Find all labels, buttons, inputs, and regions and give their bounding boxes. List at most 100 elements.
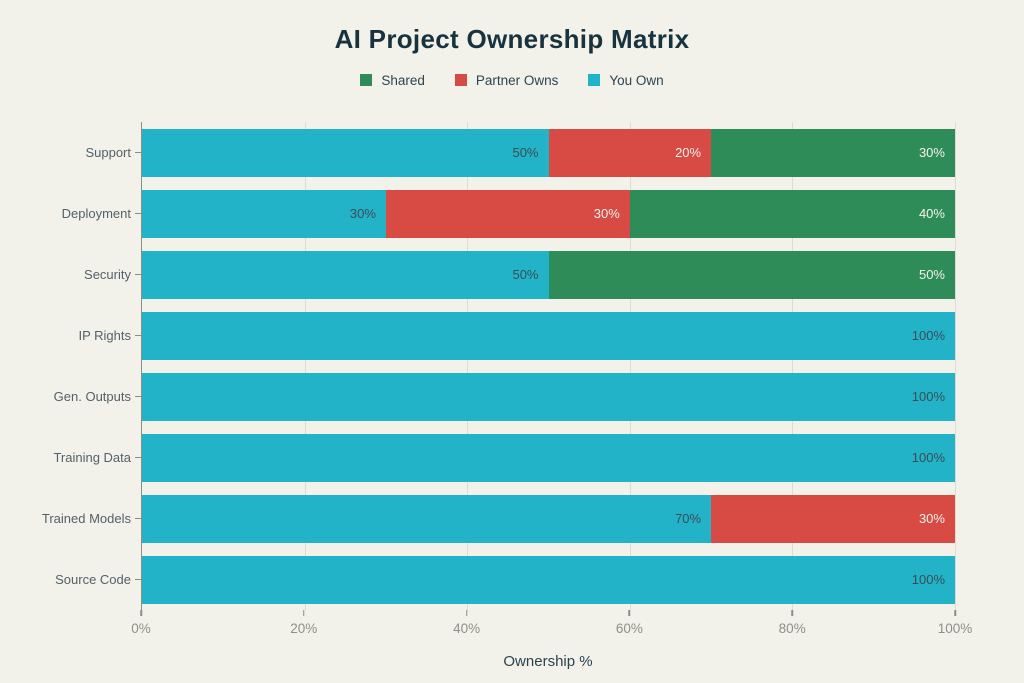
bar-value-label: 50% <box>918 267 945 282</box>
chart-title: AI Project Ownership Matrix <box>334 24 690 54</box>
stacked-bar-deployment: 30% 30% 40% <box>142 189 955 238</box>
category-label: Security <box>84 267 131 282</box>
stacked-bar-gen-outputs: 100% <box>142 372 955 421</box>
category-label-row: Gen. Outputs <box>0 366 141 427</box>
x-tick-label: 60% <box>615 621 643 636</box>
bar-value-label: 20% <box>675 145 702 160</box>
y-tick-mark <box>135 151 141 154</box>
bar-segment-partner-owns: 20% <box>548 128 712 177</box>
y-tick-mark <box>135 517 141 520</box>
stacked-bar-source-code: 100% <box>142 555 955 604</box>
bar-value-label: 40% <box>918 206 945 221</box>
y-tick-mark <box>135 212 141 215</box>
category-label-row: Source Code <box>0 549 141 610</box>
legend-item: You Own <box>588 72 664 88</box>
y-tick-mark <box>135 273 141 276</box>
category-label: Support <box>85 145 131 160</box>
category-label: Deployment <box>61 206 131 221</box>
bar-row: 100% <box>142 427 955 488</box>
stacked-bar-security: 50% 50% <box>142 250 955 299</box>
x-tick-label: 20% <box>290 621 318 636</box>
stacked-bar-trained-models: 70% 30% <box>142 494 955 543</box>
x-tick-mark <box>140 610 142 616</box>
legend: Shared Partner Owns You Own <box>0 72 1024 88</box>
bar-segment-you-own: 100% <box>142 555 955 604</box>
bar-segment-you-own: 70% <box>142 494 712 543</box>
bar-segment-partner-owns: 30% <box>385 189 630 238</box>
x-tick-mark <box>465 610 468 616</box>
category-label: Training Data <box>53 450 131 465</box>
category-label-row: Deployment <box>0 183 141 244</box>
x-axis: 0% 20% 40% 60% 80% 100% <box>131 610 972 644</box>
bar-segment-shared: 40% <box>629 189 955 238</box>
bar-segment-you-own: 30% <box>142 189 386 238</box>
x-tick-mark <box>303 610 305 616</box>
bar-row: 100% <box>142 366 955 427</box>
category-label-row: Training Data <box>0 427 141 488</box>
chart: Support Deployment Security IP Rights Gen. O… <box>0 122 1024 610</box>
x-tick-mark <box>791 610 793 616</box>
gridline <box>467 122 469 610</box>
bar-value-label: 30% <box>593 206 620 221</box>
category-label: IP Rights <box>78 328 131 343</box>
gridline <box>304 122 306 610</box>
y-axis-labels: Support Deployment Security IP Rights Gen. O… <box>0 122 141 610</box>
bar-row: 100% <box>142 305 955 366</box>
category-label: Gen. Outputs <box>53 389 131 404</box>
y-tick-mark <box>135 395 141 398</box>
gridline <box>629 122 631 610</box>
bar-row: 70% 30% <box>142 488 955 549</box>
x-tick-label: 100% <box>937 621 973 636</box>
legend-swatch-icon <box>360 74 373 86</box>
category-label-row: Security <box>0 244 141 305</box>
category-label-row: IP Rights <box>0 305 141 366</box>
bar-segment-shared: 30% <box>711 128 955 177</box>
bar-segment-you-own: 50% <box>142 250 549 299</box>
gridline <box>955 122 956 610</box>
x-tick-mark <box>954 610 956 616</box>
gridline <box>792 122 794 610</box>
legend-label: Partner Owns <box>475 72 559 88</box>
bar-segment-you-own: 100% <box>142 433 955 482</box>
bar-value-label: 30% <box>918 511 945 526</box>
bar-value-label: 50% <box>512 267 539 282</box>
bar-value-label: 100% <box>911 389 945 404</box>
legend-item: Shared <box>360 73 425 88</box>
bar-segment-shared: 50% <box>548 250 955 299</box>
legend-label: Shared <box>381 72 425 88</box>
y-tick-mark <box>135 334 141 337</box>
bar-row: 100% <box>142 549 955 610</box>
bar-row: 50% 20% 30% <box>142 122 955 183</box>
x-tick-label: 80% <box>778 621 806 636</box>
bar-value-label: 70% <box>675 511 702 526</box>
bar-segment-you-own: 50% <box>142 128 549 177</box>
stacked-bar-ip-rights: 100% <box>142 311 955 360</box>
x-tick-label: 0% <box>131 621 151 636</box>
x-tick-label: 40% <box>453 621 481 636</box>
x-axis-title: Ownership % <box>503 653 593 670</box>
category-label: Source Code <box>55 572 131 587</box>
bar-row: 30% 30% 40% <box>142 183 955 244</box>
legend-swatch-icon <box>588 74 601 86</box>
x-tick-mark <box>628 610 631 616</box>
stacked-bar-training-data: 100% <box>142 433 955 482</box>
y-tick-mark <box>135 456 141 459</box>
bar-value-label: 100% <box>911 450 945 465</box>
bar-value-label: 30% <box>918 145 945 160</box>
legend-swatch-icon <box>454 74 467 86</box>
bar-row: 50% 50% <box>142 244 955 305</box>
bar-value-label: 30% <box>349 206 376 221</box>
stacked-bar-support: 50% 20% 30% <box>142 128 955 177</box>
bar-value-label: 100% <box>911 572 945 587</box>
category-label: Trained Models <box>41 511 131 526</box>
bar-segment-you-own: 100% <box>142 372 955 421</box>
plot-area: 50% 20% 30% 30% 30% 40% 50% 50% 100% 100% 100% 70% 3… <box>141 122 956 610</box>
bar-value-label: 100% <box>911 328 945 343</box>
bar-value-label: 50% <box>512 145 539 160</box>
bar-segment-partner-owns: 30% <box>711 494 955 543</box>
category-label-row: Support <box>0 122 141 183</box>
category-label-row: Trained Models <box>0 488 141 549</box>
y-tick-mark <box>135 578 141 581</box>
legend-label: You Own <box>609 72 664 88</box>
